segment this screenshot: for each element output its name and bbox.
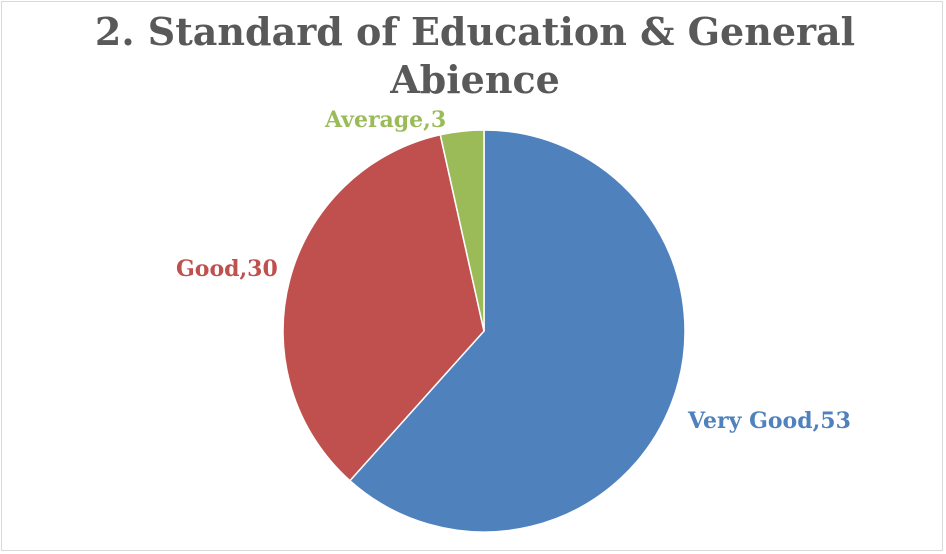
data-label-very-good: Very Good,53 [687, 408, 851, 434]
data-label-average: Average,3 [324, 107, 446, 133]
pie-slice-average [439, 129, 485, 332]
chart-title-line-2: Abience [390, 57, 560, 102]
pie-slices [282, 129, 686, 533]
pie-slice-very-good [348, 129, 686, 533]
pie-slice-good [282, 133, 485, 482]
chart-title: 2. Standard of Education & General Abien… [2, 8, 946, 104]
pie-data-labels: Very Good,53 Good,30 Average,3 [176, 107, 851, 434]
chart-title-line-1: 2. Standard of Education & General [94, 9, 856, 54]
data-label-good: Good,30 [176, 256, 278, 282]
